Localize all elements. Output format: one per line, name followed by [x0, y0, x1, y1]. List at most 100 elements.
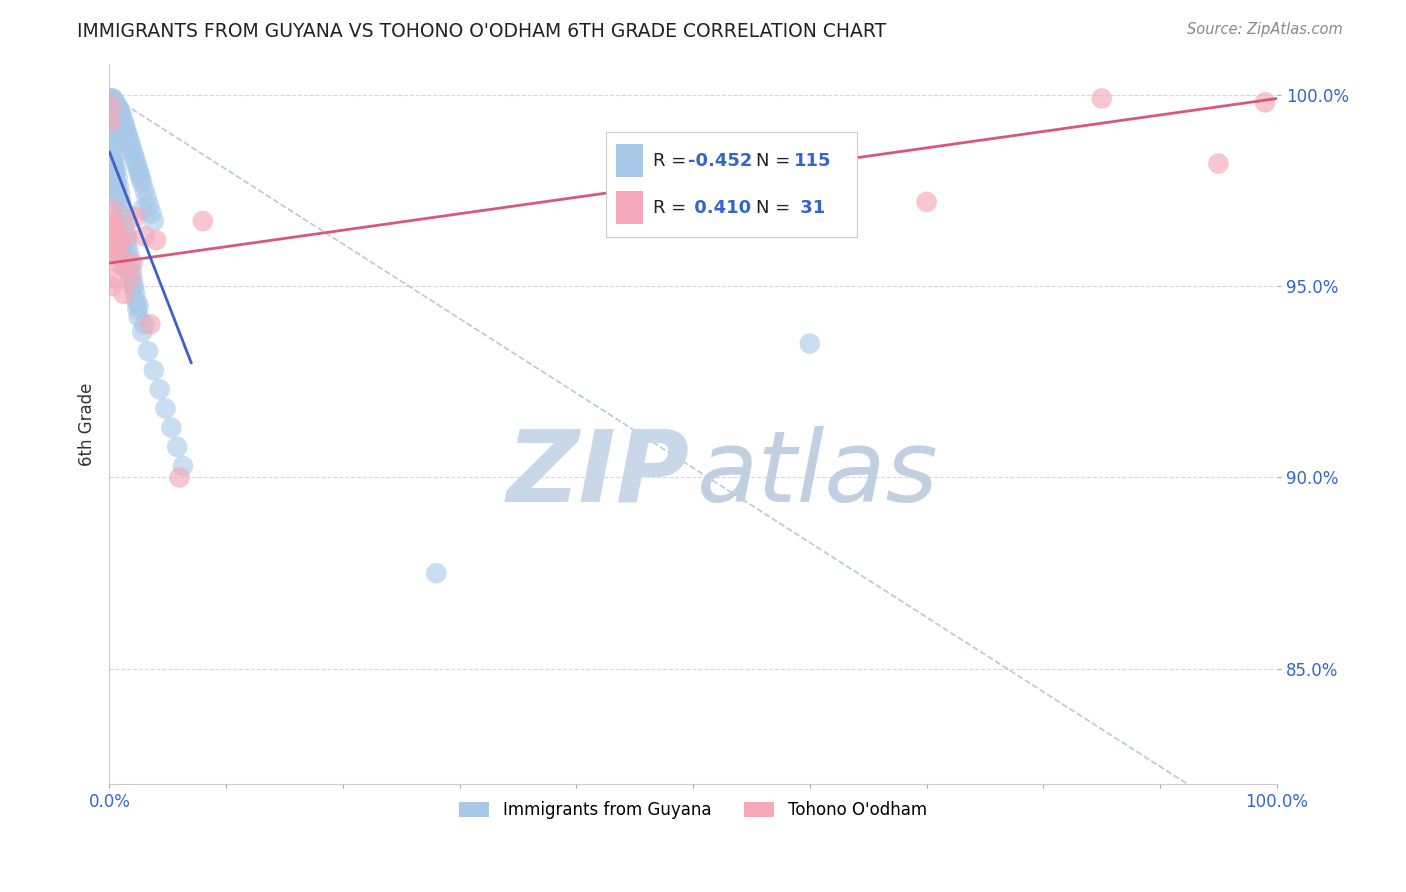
Point [118, 134, 141, 148]
Point [104, 156, 127, 170]
Point [101, 107, 124, 121]
Point [125, 156, 148, 170]
Point [107, 122, 129, 136]
Point [108, 114, 131, 128]
Point [121, 271, 143, 285]
Point [127, 301, 149, 316]
Point [112, 114, 135, 128]
Point [101, 202, 124, 217]
Point [115, 260, 138, 274]
Point [105, 118, 128, 132]
Point [110, 118, 132, 132]
Point [104, 248, 127, 262]
Point [105, 99, 128, 113]
Point [142, 214, 165, 228]
Point [799, 336, 821, 351]
Point [172, 458, 194, 473]
Point [101, 91, 124, 105]
Point [121, 145, 143, 160]
Text: IMMIGRANTS FROM GUYANA VS TOHONO O'ODHAM 6TH GRADE CORRELATION CHART: IMMIGRANTS FROM GUYANA VS TOHONO O'ODHAM… [77, 22, 887, 41]
Point [120, 137, 142, 152]
Point [107, 179, 129, 194]
Point [135, 191, 157, 205]
Point [104, 218, 127, 232]
Point [104, 126, 127, 140]
Point [110, 107, 132, 121]
Point [740, 183, 762, 197]
Point [101, 114, 124, 128]
Point [121, 141, 143, 155]
Point [101, 221, 124, 235]
Point [128, 310, 150, 324]
Point [101, 172, 124, 186]
Point [1208, 156, 1230, 170]
Point [142, 363, 165, 377]
Point [141, 206, 163, 220]
Point [107, 248, 129, 262]
Point [191, 214, 214, 228]
Point [103, 149, 125, 163]
Point [120, 271, 142, 285]
Point [103, 164, 125, 178]
Point [101, 137, 124, 152]
Point [101, 118, 124, 132]
Text: Source: ZipAtlas.com: Source: ZipAtlas.com [1187, 22, 1343, 37]
Y-axis label: 6th Grade: 6th Grade [79, 382, 96, 466]
Point [101, 129, 124, 144]
Point [128, 164, 150, 178]
Point [134, 183, 156, 197]
Point [100, 122, 122, 136]
Point [117, 129, 139, 144]
Point [105, 107, 128, 121]
Point [112, 126, 135, 140]
Point [107, 103, 129, 117]
Point [105, 241, 128, 255]
Point [107, 172, 129, 186]
Point [100, 134, 122, 148]
Point [101, 168, 124, 182]
Point [101, 91, 124, 105]
Point [145, 233, 167, 247]
Point [115, 126, 138, 140]
Point [105, 164, 128, 178]
Point [103, 103, 125, 117]
Point [122, 149, 145, 163]
Point [114, 118, 136, 132]
Point [115, 233, 138, 247]
Point [124, 210, 146, 224]
Point [111, 202, 134, 217]
Point [138, 199, 160, 213]
Point [114, 122, 136, 136]
Text: atlas: atlas [696, 425, 938, 523]
Point [108, 103, 131, 117]
Point [101, 99, 124, 113]
Point [101, 129, 124, 144]
Point [103, 126, 125, 140]
Point [110, 194, 132, 209]
Point [110, 241, 132, 255]
Point [112, 260, 135, 274]
Point [128, 168, 150, 182]
Point [115, 229, 138, 244]
Point [112, 286, 135, 301]
Point [105, 179, 128, 194]
Point [104, 172, 127, 186]
Point [100, 149, 122, 163]
Text: ZIP: ZIP [506, 425, 689, 523]
Point [134, 229, 156, 244]
Point [101, 118, 124, 132]
Point [136, 344, 159, 359]
Point [101, 214, 124, 228]
Point [124, 286, 146, 301]
Point [131, 325, 153, 339]
Point [121, 256, 143, 270]
Point [127, 161, 149, 175]
Point [103, 179, 125, 194]
Point [103, 233, 125, 247]
Legend: Immigrants from Guyana, Tohono O'odham: Immigrants from Guyana, Tohono O'odham [453, 795, 934, 826]
Point [166, 440, 188, 454]
Point [101, 99, 124, 113]
Point [111, 122, 134, 136]
Point [101, 279, 124, 293]
Point [131, 202, 153, 217]
